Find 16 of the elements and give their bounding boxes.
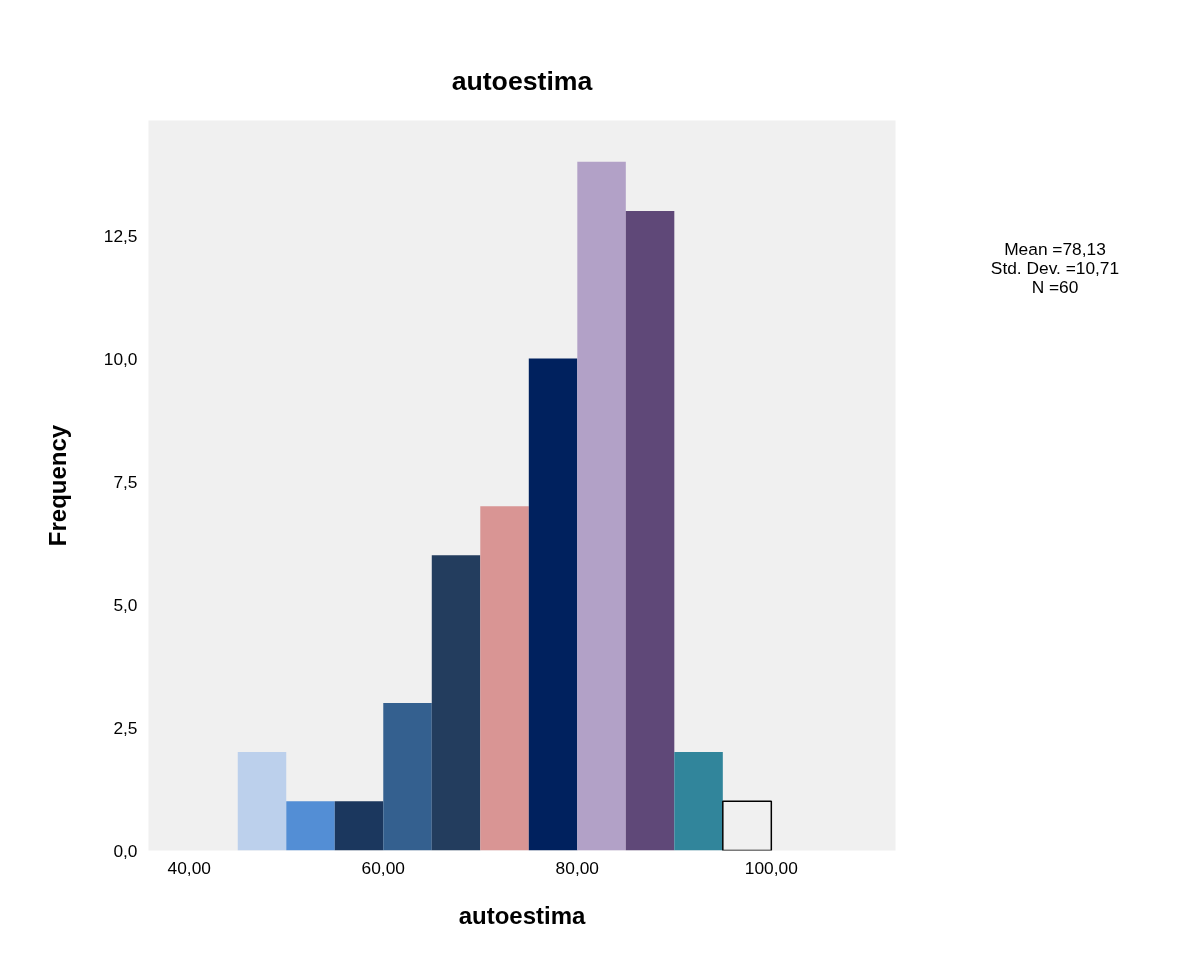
y-tick-label: 10,0	[103, 348, 138, 369]
y-tick-label: 0,0	[113, 840, 138, 861]
text: N =60	[1031, 277, 1079, 298]
x-axis-title: autoestima	[458, 901, 586, 929]
y-tick-label: 12,5	[103, 225, 138, 246]
y-tick-label: 2,5	[113, 717, 138, 738]
y-tick-label: 7,5	[113, 471, 138, 492]
x-tick-label: 100,00	[744, 857, 798, 878]
x-tick-label: 80,00	[555, 857, 599, 878]
text: Mean =78,13	[1004, 239, 1106, 259]
x-tick-label: 60,00	[361, 857, 405, 878]
text: Std. Dev. =10,71	[990, 258, 1120, 279]
x-tick-label: 40,00	[167, 857, 211, 878]
chart-title: autoestima	[451, 65, 593, 96]
y-axis-title: Frequency	[43, 424, 71, 547]
y-tick-label: 5,0	[113, 594, 138, 615]
